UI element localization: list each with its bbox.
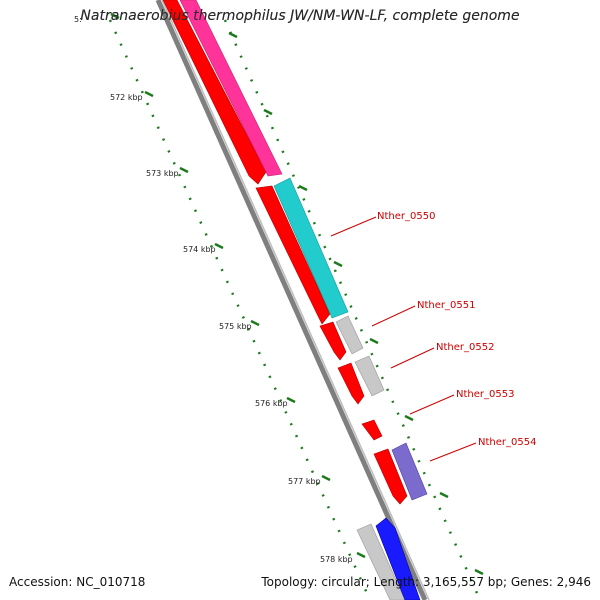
tick-mark: [110, 12, 120, 20]
backbone-highlight: [161, 0, 430, 600]
backbone-line: [155, 0, 428, 600]
tick-mark: [369, 337, 379, 345]
tick-mark: [439, 491, 449, 499]
leader-lines: [330, 216, 477, 462]
leader-line: [429, 442, 477, 462]
tick-label: 574 kbp: [183, 245, 216, 254]
tick-mark: [250, 319, 260, 327]
gene-label[interactable]: Nther_0553: [456, 389, 514, 400]
gene-label[interactable]: Nther_0550: [377, 211, 435, 222]
tick-mark: [228, 31, 238, 39]
gene-features: [162, 0, 428, 600]
inner-dotted-ring: [108, 19, 372, 600]
gene-cds[interactable]: [255, 185, 331, 325]
tick-label: 573 kbp: [146, 169, 179, 178]
tick-mark: [286, 396, 296, 404]
leader-line: [371, 305, 416, 327]
tick-label: 577 kbp: [288, 477, 321, 486]
tick-label: 578 kbp: [320, 555, 353, 564]
tick-mark: [321, 474, 331, 482]
accession-text: Accession: NC_010718: [9, 575, 146, 589]
tick-label: 572 kbp: [110, 93, 143, 102]
leader-line: [390, 347, 435, 369]
tick-mark: [179, 166, 189, 174]
gene-label[interactable]: Nther_0552: [436, 342, 494, 353]
gene-cds[interactable]: [273, 177, 349, 319]
tick-mark: [263, 108, 273, 116]
gene-label[interactable]: Nther_0554: [478, 437, 536, 448]
gene-cds[interactable]: [319, 321, 347, 361]
genome-summary-text: Topology: circular; Length: 3,165,557 bp…: [261, 575, 591, 589]
tick-mark: [404, 414, 414, 422]
gene-cds[interactable]: [337, 362, 365, 405]
tick-mark: [144, 90, 154, 98]
genome-backbone: [155, 0, 430, 600]
gene-cds[interactable]: [162, 0, 267, 185]
tick-mark: [474, 568, 484, 576]
tick-mark: [356, 551, 366, 559]
tick-marks: [110, 12, 366, 559]
tick-label: 575 kbp: [219, 322, 252, 331]
genome-title-overlay: Natranaerobius thermophilus JW/NM-WN-LF,…: [80, 8, 520, 24]
tick-mark: [214, 242, 224, 250]
gene-cds[interactable]: [335, 315, 364, 355]
tick-label: 5:: [74, 15, 82, 24]
gene-cds[interactable]: [373, 448, 408, 505]
tick-mark: [333, 260, 343, 268]
gene-cds[interactable]: [179, 0, 283, 177]
gene-cds[interactable]: [354, 355, 385, 397]
leader-line: [409, 394, 455, 415]
tick-label: 576 kbp: [255, 399, 288, 408]
tick-mark: [298, 184, 308, 192]
gene-cds[interactable]: [391, 442, 428, 501]
gene-cds[interactable]: [375, 517, 421, 600]
leader-line: [330, 216, 377, 237]
outer-dotted-ring: [223, 19, 482, 600]
gene-cds[interactable]: [361, 419, 383, 441]
gene-label[interactable]: Nther_0551: [417, 300, 475, 311]
gene-cds[interactable]: [356, 523, 406, 600]
outer-tick-marks: [228, 31, 484, 576]
